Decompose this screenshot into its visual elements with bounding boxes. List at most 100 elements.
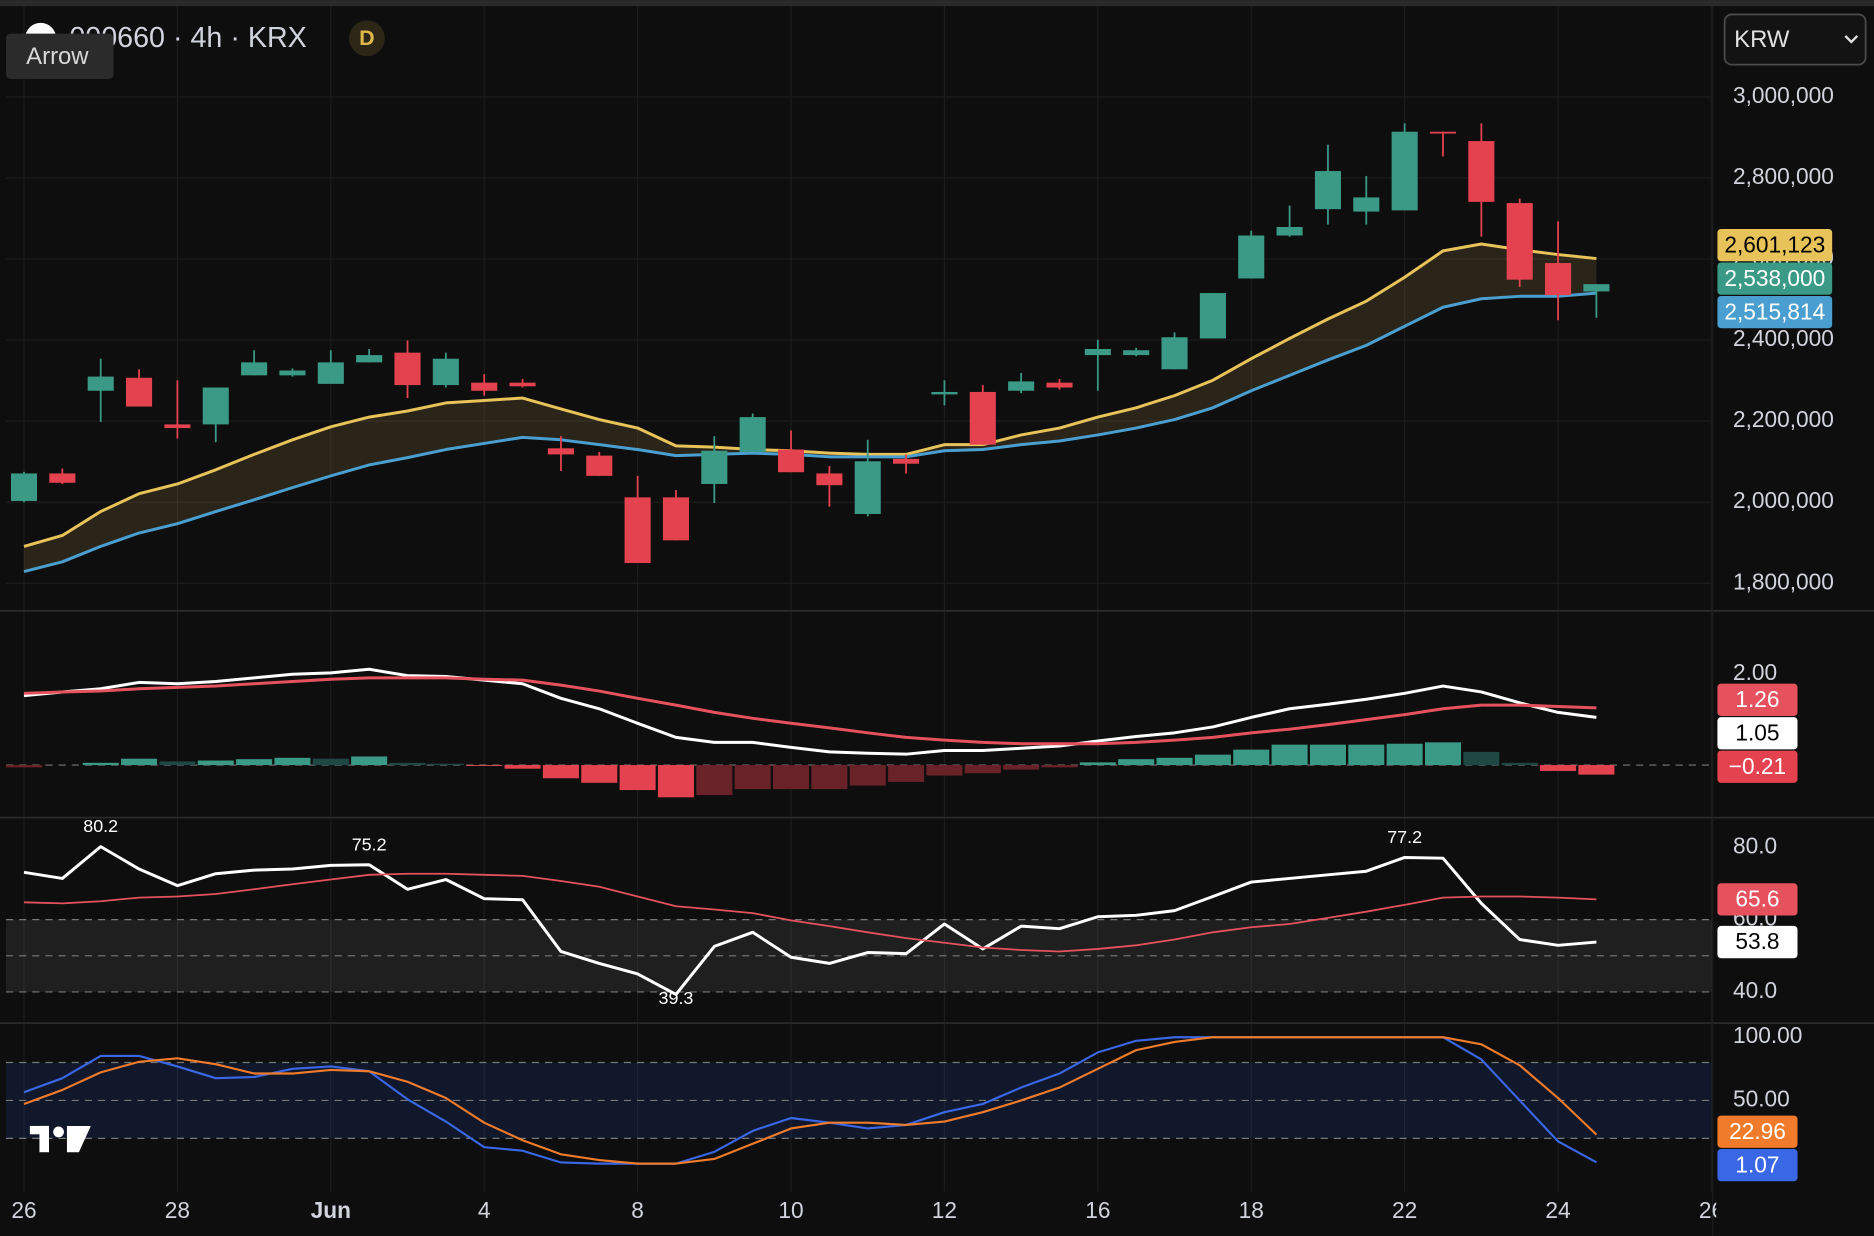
candle-body: [1391, 131, 1418, 211]
histogram-bar: [1041, 765, 1078, 768]
histogram-bar: [1578, 765, 1615, 775]
candle-body: [739, 417, 766, 452]
y-tick-label: 2,000,000: [1733, 487, 1834, 513]
histogram-bar: [1424, 742, 1462, 766]
candle-body: [893, 458, 920, 464]
dropdown-chevron[interactable]: [1844, 35, 1859, 44]
x-tick-label: 18: [1239, 1197, 1264, 1223]
y-tick-label: 40.0: [1733, 977, 1777, 1003]
indicator-line: [23, 667, 1597, 756]
candle-body: [1199, 293, 1226, 339]
histogram-bar: [466, 765, 503, 766]
y-tick-label: 100.00: [1733, 1022, 1802, 1048]
histogram-bar: [427, 763, 464, 766]
tooltip-bg: [5, 33, 114, 79]
y-tick-label: 50.00: [1733, 1085, 1790, 1111]
candle-body: [49, 473, 76, 483]
candle-body: [1506, 203, 1533, 280]
candle-body: [87, 376, 114, 391]
candle-body: [1238, 235, 1265, 279]
candle-body: [777, 449, 805, 473]
indicator-line: [23, 242, 1597, 548]
histogram-bar: [159, 761, 196, 766]
candle-body: [1468, 141, 1495, 202]
candle-body: [586, 455, 613, 476]
price-tag-layer: 2,601,123 2,538,000 2,515,814 1.26 1.05 −0.21…: [1717, 229, 1833, 1182]
header: 000660 · 4h · KRX D Arrow KRW: [5, 13, 1867, 79]
badge-bg: [348, 20, 385, 57]
histogram-bar: [581, 765, 618, 783]
price-tag: [1717, 750, 1798, 783]
candle-body: [394, 352, 421, 386]
histogram-bar: [1156, 757, 1193, 766]
currency-label[interactable]: KRW: [1734, 26, 1790, 53]
candle-body: [471, 382, 498, 391]
histogram-bar: [1194, 754, 1231, 766]
histogram-bar: [236, 759, 273, 766]
y-tick-label: 2,200,000: [1733, 406, 1834, 432]
price-tag-label: 1.07: [1735, 1151, 1779, 1177]
histogram-bar: [1386, 743, 1423, 766]
price-tag-label: 2,601,123: [1724, 231, 1825, 257]
candle-body: [1008, 381, 1035, 391]
price-tag: [1717, 1149, 1798, 1182]
tooltip: Arrow: [26, 43, 89, 70]
candle-body: [1123, 350, 1150, 356]
histogram-bar: [1079, 762, 1116, 766]
y-tick-label: 80.0: [1733, 832, 1777, 858]
candle-body: [432, 358, 459, 386]
x-tick-label: 12: [932, 1197, 957, 1223]
x-tick-label: 10: [778, 1197, 803, 1223]
candle-body: [931, 391, 958, 395]
candle-body: [1276, 226, 1303, 236]
histogram-bar: [734, 765, 771, 790]
dropdown-box[interactable]: [1723, 13, 1867, 66]
candle-body: [624, 497, 651, 564]
x-tick-label: Jun: [311, 1197, 351, 1223]
indicator-line: [23, 291, 1597, 573]
price-tag-label: 22.96: [1729, 1118, 1786, 1144]
price-tag-label: 2,538,000: [1724, 265, 1825, 291]
price-tag: [1717, 1115, 1798, 1148]
price-tag-label: 2,515,814: [1724, 298, 1825, 324]
indicator-line: [23, 676, 1597, 746]
point-label: 39.3: [659, 988, 694, 1008]
candle-body: [1084, 348, 1111, 356]
candle-body: [241, 362, 268, 376]
histogram-bar: [121, 758, 158, 766]
price-tag: [1717, 883, 1798, 916]
histogram-bar: [964, 765, 1001, 774]
candle-body: [1545, 263, 1572, 296]
indicator-line: [23, 845, 1597, 996]
histogram-bar: [1463, 751, 1500, 766]
y-tick-label: 1,800,000: [1733, 568, 1834, 594]
histogram-bar: [274, 757, 311, 766]
histogram-bar: [542, 765, 579, 779]
ema-band: [24, 244, 1597, 572]
y-tick-label: 2.00: [1733, 659, 1777, 685]
candle-body: [1583, 284, 1610, 292]
price-tag: [1717, 683, 1798, 716]
histogram-bar: [1348, 744, 1385, 766]
histogram-bar: [312, 758, 349, 766]
price-tag: [1717, 262, 1833, 295]
price-tag-label: 53.8: [1735, 928, 1779, 954]
x-tick-label: 26: [11, 1197, 36, 1223]
candle-body: [1429, 131, 1457, 134]
currency-dropdown[interactable]: KRW: [1723, 13, 1867, 66]
candle-body: [1353, 197, 1380, 212]
y-tick-label: 3,000,000: [1733, 82, 1834, 108]
candle-body: [969, 391, 996, 445]
histogram-bar: [1118, 759, 1155, 766]
pane-separators: [0, 6, 1874, 1236]
price-tag-label: 1.26: [1735, 686, 1779, 712]
histogram-bar: [849, 765, 886, 786]
price-tag: [1717, 229, 1833, 262]
data-layer: 80.2 75.2 39.3 77.2: [5, 123, 1712, 1165]
candle-body: [509, 382, 536, 387]
histogram-bar: [389, 762, 426, 766]
x-tick-label: 4: [478, 1197, 491, 1223]
price-tag-label: 65.6: [1735, 886, 1779, 912]
price-tag: [1717, 295, 1833, 329]
